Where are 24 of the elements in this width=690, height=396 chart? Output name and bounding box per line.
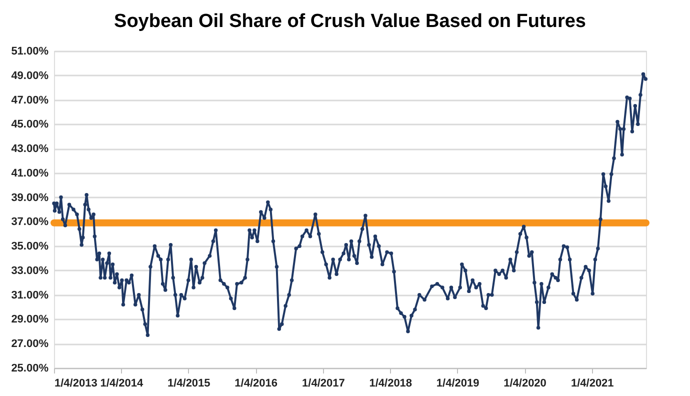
y-tick-label: 49.00% [11,70,49,82]
y-tick-label: 29.00% [11,314,49,326]
x-tick-label: 1/4/2014 [100,378,144,390]
x-tick-label: 1/4/2015 [167,378,210,390]
x-tick-label: 1/4/2018 [369,378,412,390]
y-tick-label: 31.00% [11,289,49,302]
y-tick-label: 43.00% [11,143,49,156]
x-tick-label: 1/4/2016 [234,378,278,390]
y-tick-label: 33.00% [11,264,49,277]
y-tick-label: 45.00% [11,118,49,131]
y-tick-label: 47.00% [11,94,49,106]
x-tick-label: 1/4/2021 [570,378,614,390]
y-tick-label: 27.00% [11,338,49,350]
chart-title: Soybean Oil Share of Crush Value Based on Futures [114,11,586,32]
y-tick-label: 51.00% [11,46,49,58]
x-tick-label: 1/4/2017 [302,378,345,390]
y-tick-label: 35.00% [11,240,49,253]
y-tick-label: 25.00% [11,362,49,374]
x-tick-label: 1/4/2020 [504,378,546,390]
y-tick-label: 39.00% [11,192,49,204]
x-tick-label: 1/4/2013 [54,378,98,390]
y-tick-label: 41.00% [11,167,49,180]
y-tick-label: 37.00% [11,216,49,228]
x-tick-label: 1/4/2019 [436,378,480,390]
